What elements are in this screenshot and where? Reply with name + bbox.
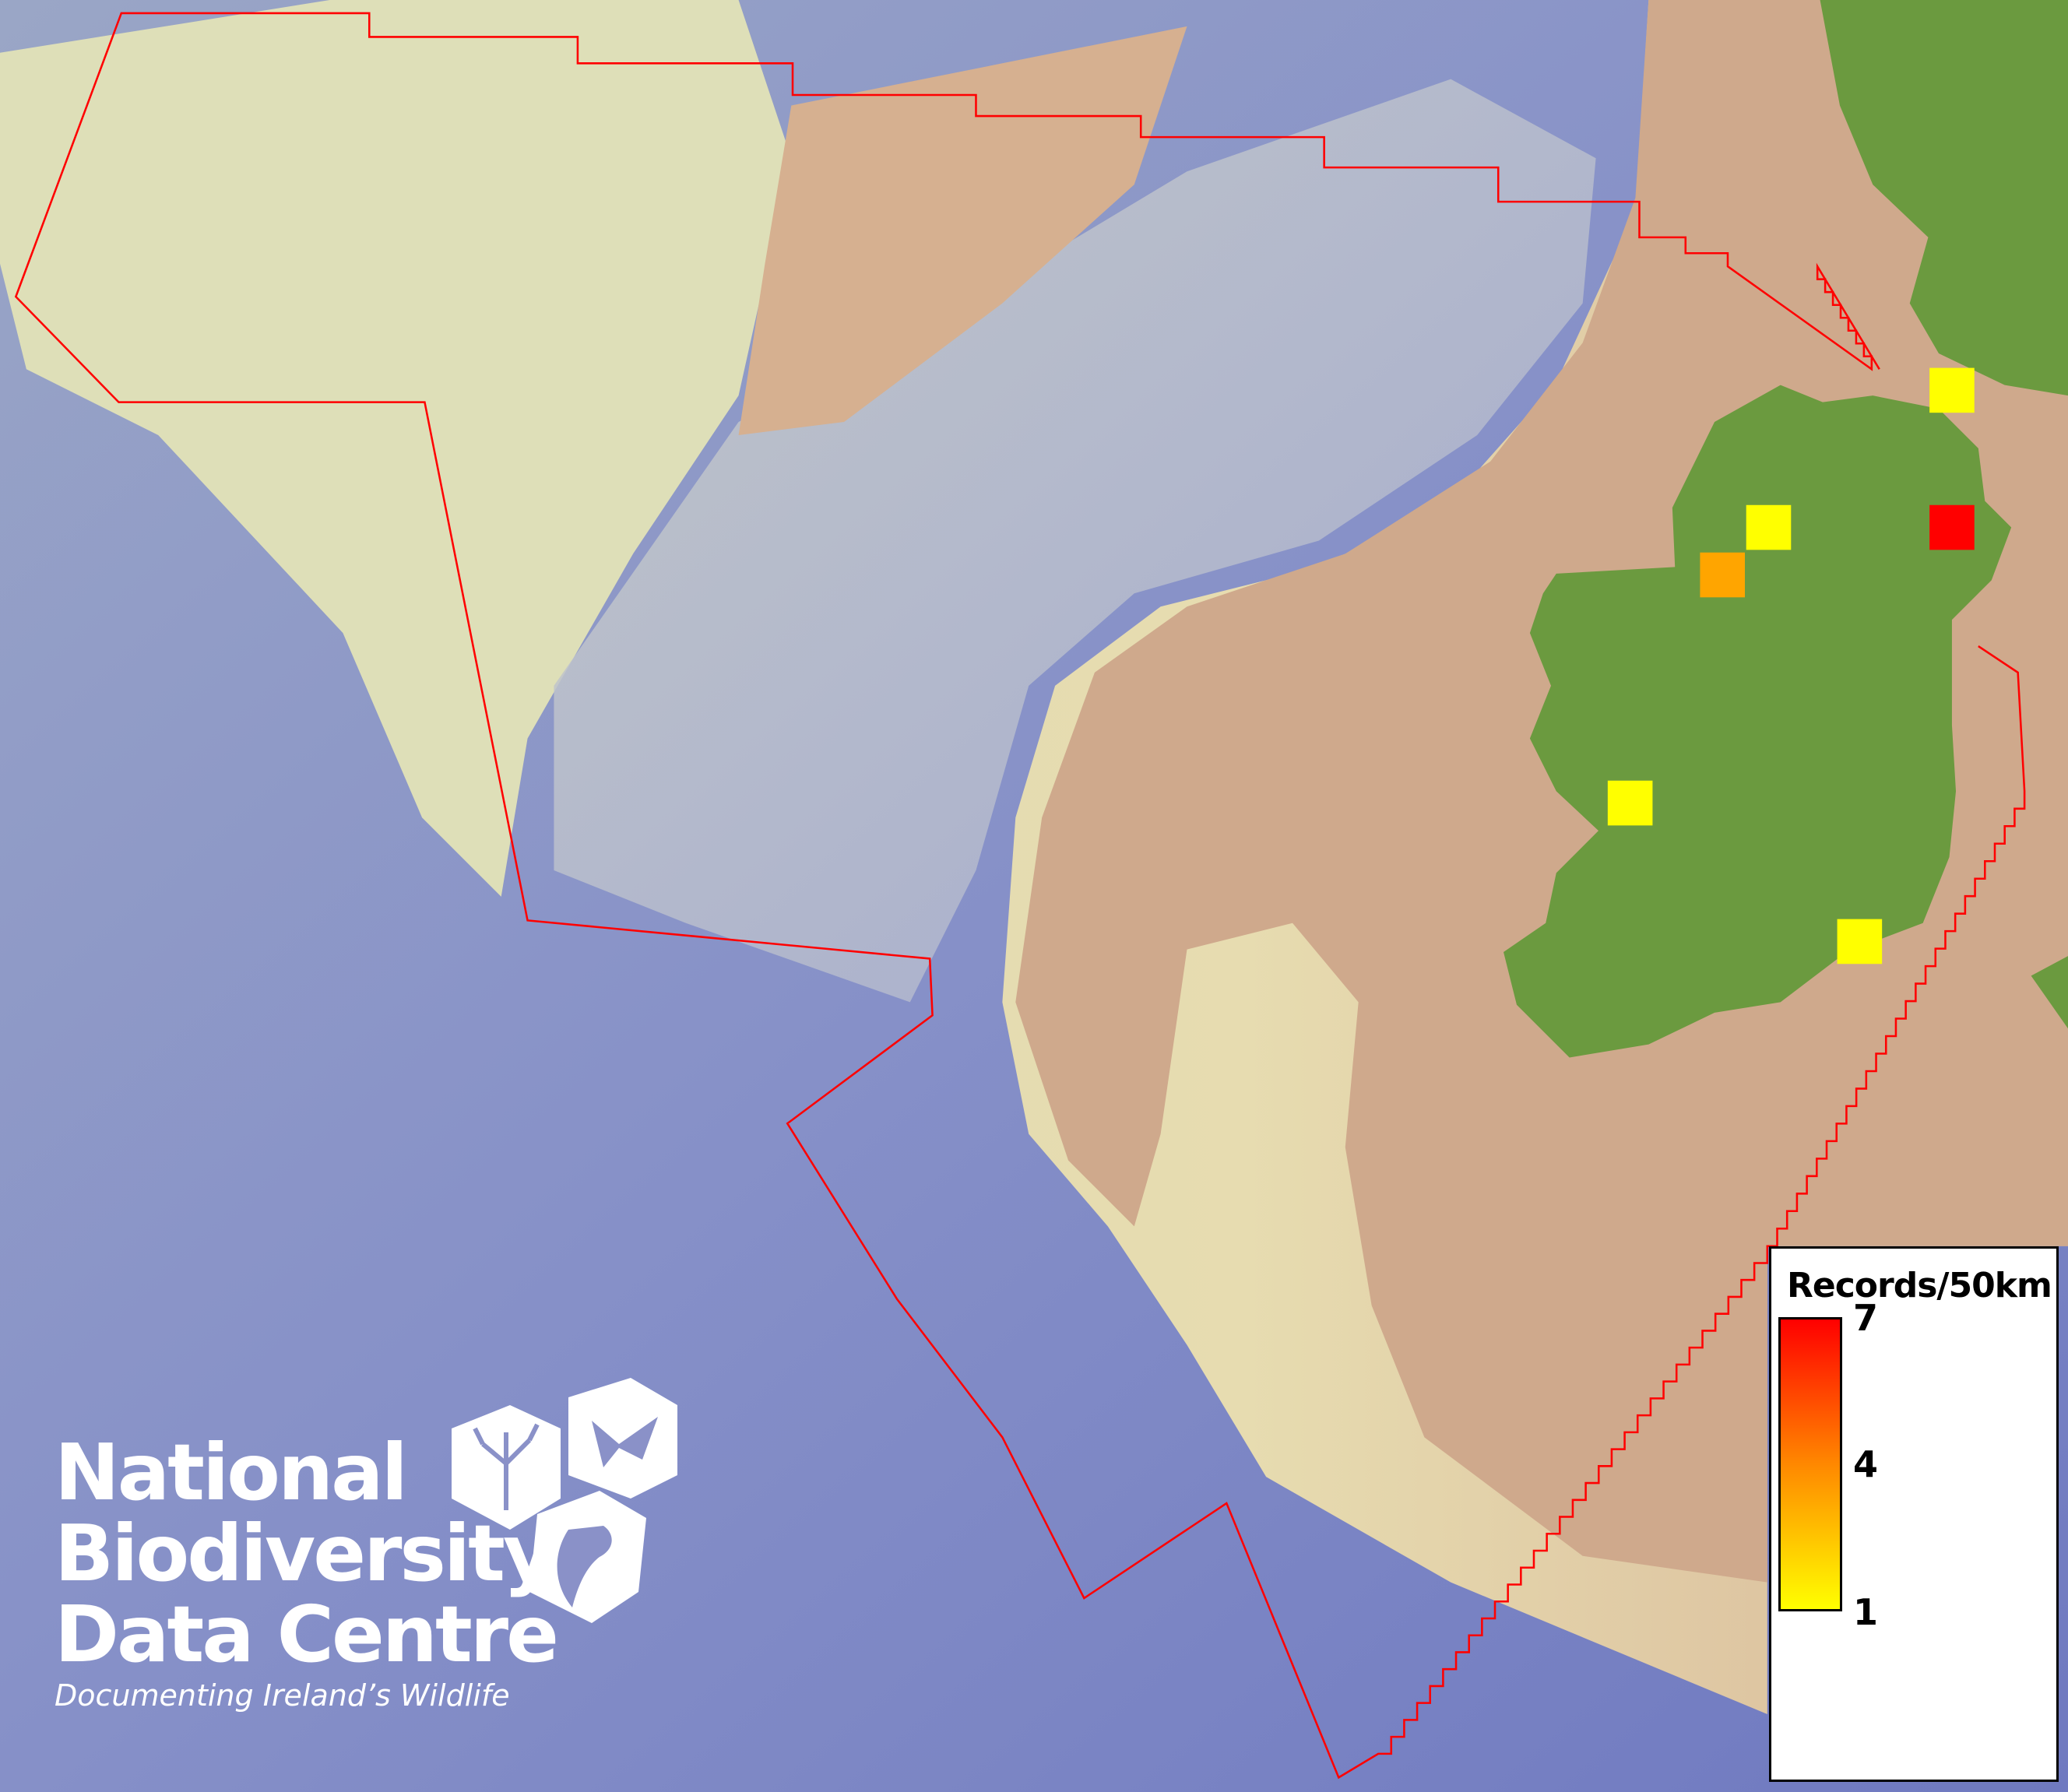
butterfly-icon — [568, 1378, 677, 1499]
record-square — [1607, 780, 1653, 826]
logo-line-2: Biodiversity — [55, 1508, 554, 1599]
eez-boundary — [14, 12, 2026, 1780]
rockall-trough — [554, 79, 1596, 1003]
logo-line-3: Data Centre — [55, 1589, 559, 1680]
record-squares — [1607, 367, 1975, 965]
legend-max-label: 7 — [1853, 1297, 1879, 1339]
eez-boundary-line — [14, 12, 2026, 1780]
record-square — [1746, 504, 1792, 550]
record-square — [1929, 504, 1975, 550]
britain-land-south — [2031, 956, 2068, 1029]
nbdc-logo: National Biodiversity Data Centre Docume… — [55, 1427, 559, 1713]
legend-title: Records/50km — [1787, 1266, 2052, 1305]
scotland-land — [1820, 0, 2068, 396]
plant-icon — [452, 1405, 561, 1530]
record-square — [1700, 552, 1745, 598]
record-square — [1929, 367, 1975, 413]
legend: Records/50km 7 4 1 — [1769, 1246, 2059, 1782]
ireland-land — [1504, 385, 2012, 1058]
legend-mid-label: 4 — [1853, 1443, 1879, 1485]
seahorse-icon — [529, 1491, 646, 1623]
porcupine-bank — [738, 26, 1187, 435]
logo-tagline: Documenting Ireland’s Wildlife — [55, 1678, 510, 1713]
record-square — [1837, 919, 1883, 965]
logo-hexagons — [452, 1378, 677, 1623]
legend-min-label: 1 — [1853, 1591, 1879, 1633]
logo-line-1: National — [55, 1427, 408, 1518]
legend-color-ramp — [1778, 1317, 1842, 1611]
rockall-bank — [0, 0, 792, 897]
